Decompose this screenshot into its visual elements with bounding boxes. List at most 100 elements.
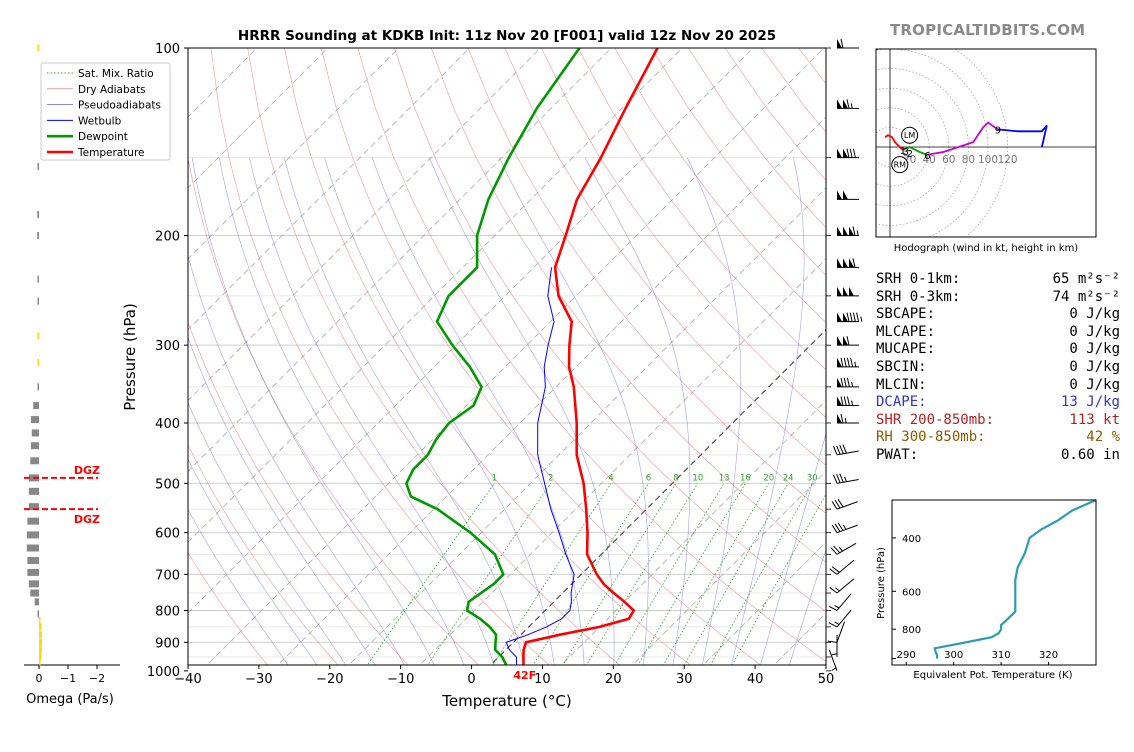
stats-row: SHR 200-850mb: 113 kt xyxy=(876,412,1126,430)
theta-e-xlabel: Equivalent Pot. Temperature (K) xyxy=(913,670,1072,681)
x-tick-label: 30 xyxy=(676,672,693,687)
wind-barb xyxy=(829,559,855,575)
omega-bar xyxy=(30,457,39,465)
wind-barb xyxy=(837,148,859,159)
x-tick-label: 50 xyxy=(818,672,835,687)
x-tick-label: 20 xyxy=(605,672,622,687)
x-tick-label: −30 xyxy=(245,672,272,687)
mixing-ratio-line xyxy=(637,483,746,665)
brand-logo: TROPICALTIDBITS.COM xyxy=(890,21,1086,39)
stats-row: PWAT: 0.60 in xyxy=(876,447,1126,465)
theta-e-line xyxy=(933,498,1097,659)
theta-e-axes: 290 300 310 320 400 600 800 xyxy=(892,534,1058,665)
omega-bar xyxy=(28,487,39,495)
hodograph-segment xyxy=(927,121,999,156)
dry-adiabat-line xyxy=(320,48,762,665)
wind-barb xyxy=(837,258,859,268)
pseudoadiabat-line xyxy=(687,157,742,665)
skewt-profiles xyxy=(405,48,659,665)
mixing-ratio-label: 16 xyxy=(740,473,751,483)
omega-bar xyxy=(27,568,39,576)
theta-e-x-tick-label: 310 xyxy=(992,650,1011,661)
hodograph-ring-label: 40 xyxy=(923,154,936,166)
pseudoadiabat-line xyxy=(188,336,376,665)
stats-row: SBCAPE: 0 J/kg xyxy=(876,306,1126,324)
mixing-ratio-line xyxy=(562,483,677,665)
omega-tick-label: −2 xyxy=(89,672,105,685)
wind-barb xyxy=(837,413,859,424)
mixing-ratio-label: 8 xyxy=(673,473,678,483)
mixing-ratio-label: 10 xyxy=(692,473,703,483)
hodograph-height-label: 9 xyxy=(995,125,1001,136)
wind-barb xyxy=(829,650,838,672)
stats-value: 13 J/kg xyxy=(1060,394,1120,411)
legend: Sat. Mix. Ratio Dry Adiabats Pseudoadiabat… xyxy=(40,62,171,161)
mixing-ratio-line xyxy=(492,483,612,665)
omega-xlabel: Omega (Pa/s) xyxy=(26,692,114,707)
omega-bar xyxy=(37,275,39,283)
dry-adiabat-line xyxy=(357,48,826,662)
stats-value: 74 m²s⁻² xyxy=(1052,288,1120,305)
skewt-background-lines: 1246810131620243036 xyxy=(188,48,826,665)
hodograph-height-label: 6 xyxy=(924,151,930,162)
stats-value: 0 J/kg xyxy=(1069,341,1120,358)
wind-barb xyxy=(837,357,859,368)
stats-value: 65 m²s⁻² xyxy=(1052,271,1120,287)
stats-label: SRH 0-3km: xyxy=(876,288,961,305)
wind-barb xyxy=(833,473,859,484)
wind-barb xyxy=(837,226,859,236)
storm-motion-marker xyxy=(891,156,909,174)
wind-barb xyxy=(837,336,859,346)
wind-barb xyxy=(837,312,863,323)
wind-barb xyxy=(837,396,859,407)
wind-barb xyxy=(837,377,859,388)
y-tick-label: 600 xyxy=(155,527,180,542)
wind-barb xyxy=(831,522,858,534)
wind-barb xyxy=(837,190,859,200)
dry-adiabat-line xyxy=(247,48,621,665)
omega-bar xyxy=(27,556,39,564)
y-tick-label: 500 xyxy=(155,477,180,492)
stats-row: MLCAPE: 0 J/kg xyxy=(876,324,1126,342)
dry-adiabat-line xyxy=(541,48,826,418)
x-tick-label: 10 xyxy=(534,672,551,687)
hodograph-ring-label: 120 xyxy=(998,154,1018,166)
figure-title: HRRR Sounding at KDKB Init: 11z Nov 20 [… xyxy=(238,28,776,44)
surface-temp-label: 42F xyxy=(513,669,536,682)
theta-e-y-tick-label: 600 xyxy=(902,587,921,598)
skewt-panel: 1246810131620243036 −40−30−20−1001020304… xyxy=(40,38,863,710)
pseudoadiabat-line xyxy=(731,157,805,665)
wind-barb xyxy=(828,593,852,611)
stats-label: MLCAPE: xyxy=(876,323,936,340)
wind-barb xyxy=(829,578,855,594)
stats-label: MUCAPE: xyxy=(876,341,936,358)
storm-motion-marker xyxy=(901,126,919,144)
omega-bar xyxy=(37,332,39,340)
stats-value: 0 J/kg xyxy=(1069,306,1120,323)
omega-bar xyxy=(39,631,42,639)
profile-wetbulb xyxy=(505,267,575,665)
stats-label: SBCIN: xyxy=(876,358,927,375)
mixing-ratio-line xyxy=(614,483,725,665)
wind-barb xyxy=(837,286,859,297)
skewt-axes: −40 −30 −20 −10 0 10 20 30 40 50 100 200 300 400 500 60… xyxy=(147,42,834,687)
wind-barb xyxy=(831,498,858,510)
pseudoadiabat-line xyxy=(188,458,318,665)
stats-label: MLCIN: xyxy=(876,376,927,393)
stats-value: 0.60 in xyxy=(1060,446,1120,463)
x-tick-label: −20 xyxy=(316,672,343,687)
pseudoadiabat-line xyxy=(760,432,826,665)
profile-dewpoint xyxy=(405,48,581,665)
omega-ticks: 0 −1 −2 xyxy=(36,665,105,685)
omega-bar xyxy=(26,531,39,539)
wind-barb xyxy=(831,634,838,657)
theta-e-y-tick-label: 800 xyxy=(902,625,921,636)
dry-adiabat-line xyxy=(614,48,826,323)
omega-bar xyxy=(28,580,39,588)
dry-adiabat-line xyxy=(188,552,268,665)
omega-bar xyxy=(39,616,41,624)
